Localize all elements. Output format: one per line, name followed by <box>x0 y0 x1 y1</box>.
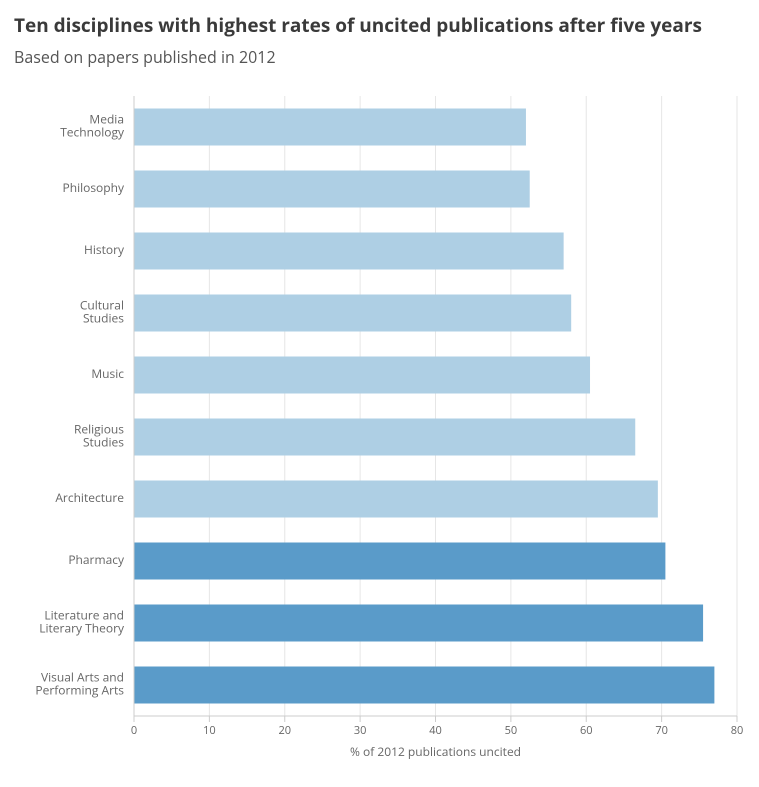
x-tick-label: 40 <box>429 723 442 738</box>
x-tick-label: 50 <box>505 723 518 738</box>
category-label: Visual Arts andPerforming Arts <box>35 669 124 699</box>
chart-title: Ten disciplines with highest rates of un… <box>14 12 745 38</box>
bar <box>134 295 571 332</box>
bar <box>134 419 635 456</box>
category-label: MediaTechnology <box>60 111 125 141</box>
category-label: Pharmacy <box>68 551 125 568</box>
category-label: CulturalStudies <box>80 297 124 327</box>
x-tick-label: 70 <box>655 723 668 738</box>
bar <box>134 605 703 642</box>
chart-container: 0 10 20 30 40 50 60 70 80 MediaTechnology Philosop… <box>14 76 745 776</box>
x-tick-label: 20 <box>278 723 291 738</box>
x-tick-label: 60 <box>580 723 593 738</box>
x-tick-label: 0 <box>131 723 137 738</box>
x-axis-title: % of 2012 publications uncited <box>350 743 521 760</box>
category-label: Music <box>91 365 124 382</box>
bar <box>134 233 564 270</box>
x-tick-label: 30 <box>354 723 367 738</box>
category-label: ReligiousStudies <box>74 421 124 451</box>
bar <box>134 481 658 518</box>
bar <box>134 357 590 394</box>
category-label: Philosophy <box>62 179 124 196</box>
bar <box>134 543 665 580</box>
chart-subtitle: Based on papers published in 2012 <box>14 46 745 68</box>
x-tick-label: 80 <box>731 723 744 738</box>
bar-chart: 0 10 20 30 40 50 60 70 80 MediaTechnology Philosop… <box>14 76 745 766</box>
bar <box>134 109 526 146</box>
category-label: History <box>84 241 125 258</box>
bar <box>134 171 530 208</box>
category-label: Architecture <box>55 489 124 506</box>
bar <box>134 667 714 704</box>
category-label: Literature andLiterary Theory <box>39 607 125 637</box>
x-tick-label: 10 <box>203 723 216 738</box>
